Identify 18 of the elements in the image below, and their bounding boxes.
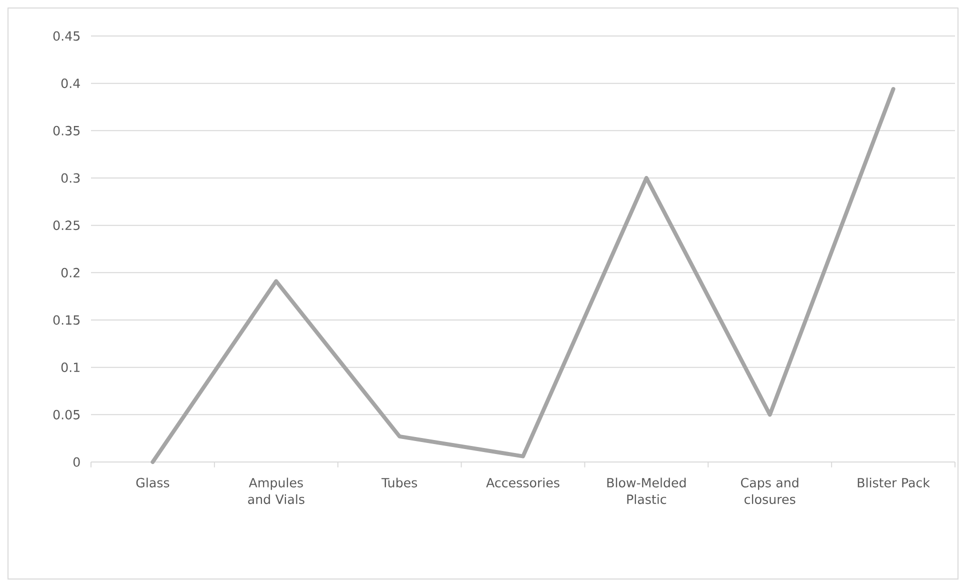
y-tick-label: 0.15 xyxy=(53,315,80,325)
y-tick-label: 0.2 xyxy=(61,268,80,278)
x-tick-label: Accessories xyxy=(486,478,560,488)
x-tick-label: Ampules and Vials xyxy=(248,478,304,504)
y-tick-label: 0.35 xyxy=(53,126,80,136)
x-tick-label: Blow-Melded Plastic xyxy=(607,478,686,504)
x-tick-label: Glass xyxy=(136,478,170,488)
y-tick-label: 0.45 xyxy=(53,31,80,41)
y-tick-label: 0.4 xyxy=(61,78,80,88)
y-tick-label: 0.05 xyxy=(53,410,80,420)
line-series xyxy=(150,87,896,464)
y-tick-label: 0.3 xyxy=(61,173,80,183)
x-tick-label: Caps and closures xyxy=(741,478,798,504)
x-tick-label: Blister Pack xyxy=(858,478,930,488)
y-tick-label: 0.25 xyxy=(53,220,80,230)
x-tick-label: Tubes xyxy=(381,478,418,488)
y-tick-label: 0.1 xyxy=(61,362,80,372)
y-tick-label: 0 xyxy=(73,457,80,467)
